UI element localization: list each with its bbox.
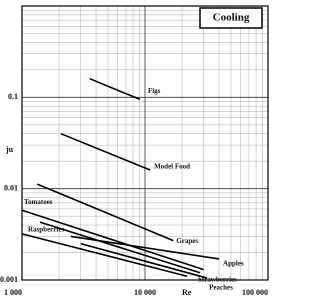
- x-tick-label: 100 000: [242, 288, 268, 297]
- data-line: [60, 132, 151, 171]
- data-line: [21, 233, 188, 277]
- chart-title: Cooling: [213, 12, 250, 24]
- data-line: [80, 242, 208, 279]
- series-label: Grapes: [176, 237, 198, 245]
- x-tick-label: 1 000: [4, 288, 22, 297]
- data-line: [39, 221, 201, 274]
- data-line: [89, 77, 141, 101]
- series-label: Strawberries: [198, 275, 237, 283]
- series-label: Raspberries: [28, 225, 64, 233]
- series-label: Model Food: [154, 163, 190, 171]
- data-line: [21, 209, 204, 271]
- x-tick-label: 10 000: [134, 288, 156, 297]
- y-tick-label: 0.001: [0, 275, 18, 284]
- y-tick-label: 0.1: [8, 92, 18, 101]
- chart: ju Re 1 000 10 000 100 000 0.001 0.01 0.1 Figs…: [0, 5, 269, 297]
- series-label: Apples: [223, 260, 244, 268]
- series-label: Peaches: [209, 284, 233, 292]
- y-axis-label: ju: [5, 145, 14, 154]
- plot-frame: [21, 5, 269, 281]
- series-label: Tomatoes: [24, 198, 53, 206]
- title-box: [199, 7, 263, 29]
- data-line: [36, 183, 174, 242]
- y-tick-label: 0.01: [4, 183, 18, 192]
- data-line: [70, 235, 220, 260]
- x-axis-label: Re: [182, 288, 192, 297]
- series-label: Figs: [148, 87, 161, 95]
